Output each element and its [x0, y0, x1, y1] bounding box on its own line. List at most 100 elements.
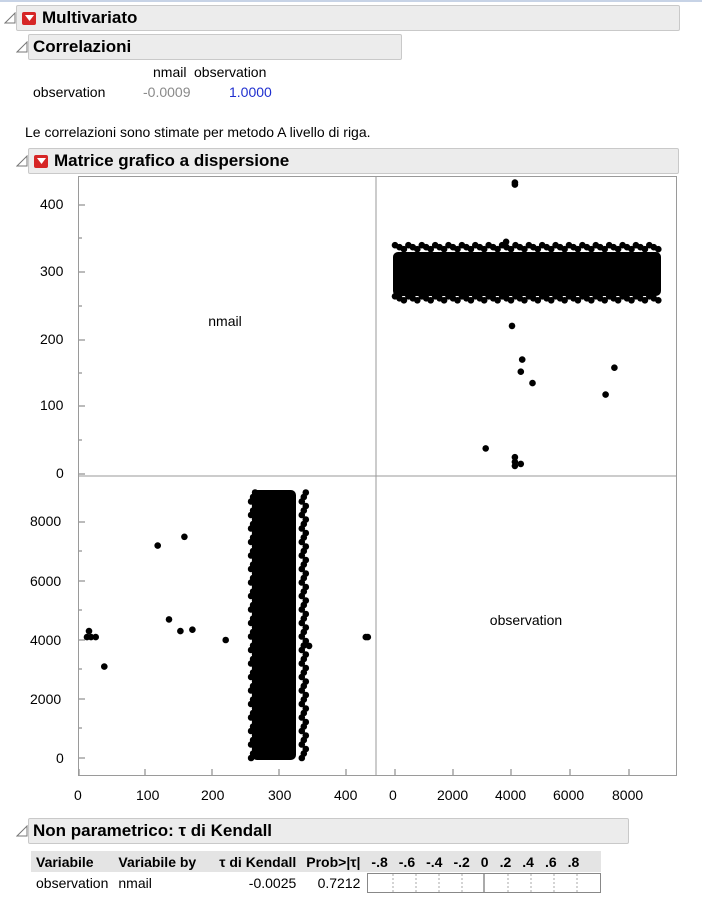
col-header-variable: Variabile — [31, 851, 114, 872]
diag-label-observation: observation — [490, 612, 562, 628]
scatter-point — [302, 718, 310, 726]
bar-scale-tick: .8 — [567, 853, 580, 870]
scatter-point — [611, 364, 618, 371]
correlations-note: Le correlazioni sono stimate per metodo … — [25, 124, 371, 140]
scatter-point — [602, 391, 609, 398]
scatter-point — [302, 732, 310, 739]
scatter-points-bottom — [83, 489, 372, 762]
scatter-point — [655, 297, 662, 304]
scatter-matrix-plot[interactable]: nmail observation — [78, 176, 677, 776]
scatter-point — [547, 245, 555, 253]
scatter-point — [561, 245, 568, 253]
scatter-point — [302, 583, 310, 591]
scatter-point — [251, 745, 259, 753]
bar-scale-tick: -.2 — [453, 853, 470, 870]
scatter-point — [467, 297, 475, 304]
cell-variable-by: nmail — [118, 874, 152, 891]
scatter-point — [482, 445, 490, 452]
scatter-point — [628, 245, 635, 253]
y-tick-top: 200 — [40, 331, 64, 347]
x-tick-left: 200 — [201, 787, 225, 803]
scatter-point — [302, 705, 310, 712]
correlations-header[interactable]: Correlazioni — [28, 34, 402, 60]
scatter-point — [467, 245, 475, 253]
red-menu-icon[interactable] — [22, 11, 36, 25]
kendall-table: Variabile Variabile by τ di Kendall Prob… — [31, 851, 602, 893]
scatter-point — [302, 529, 310, 537]
scatter-point — [251, 597, 259, 604]
scatter-point — [614, 297, 622, 304]
y-tick-top: 400 — [40, 196, 64, 212]
scatter-point — [222, 636, 229, 644]
x-tick-left: 300 — [268, 787, 292, 803]
cell-tau: -0.0025 — [248, 874, 297, 891]
red-menu-icon[interactable] — [34, 154, 48, 168]
bar-scale-tick: 0 — [480, 853, 489, 870]
x-tick-right: 8000 — [612, 787, 644, 803]
scatter-point — [655, 245, 662, 253]
scatter-point — [534, 297, 542, 304]
cell-prob: 0.7212 — [317, 874, 361, 891]
scatter-point — [494, 297, 501, 304]
scatter-point — [251, 570, 259, 577]
scatter-point — [302, 624, 310, 631]
scatter-point — [251, 543, 259, 550]
multivariate-title: Multivariato — [42, 8, 138, 27]
corr-row-label: observation — [33, 84, 106, 100]
cell-bar — [365, 872, 602, 893]
corr-col-header-nmail: nmail — [153, 64, 187, 80]
scatter-point — [92, 633, 99, 641]
corr-value-observation: 1.0000 — [229, 84, 272, 100]
scatter-point — [614, 245, 622, 253]
multivariate-header[interactable]: Multivariato — [16, 5, 680, 31]
col-header-prob: Prob>|τ| — [301, 851, 366, 872]
scatter-matrix-header[interactable]: Matrice grafico a dispersione — [28, 148, 679, 174]
scatter-point — [574, 245, 582, 253]
scatter-point — [517, 368, 525, 375]
scatter-point — [251, 489, 259, 496]
scatter-point — [529, 379, 536, 387]
x-tick-right: 0 — [389, 787, 397, 803]
scatter-point — [302, 597, 310, 604]
scatter-matrix-title: Matrice grafico a dispersione — [54, 151, 290, 170]
scatter-point — [511, 179, 519, 186]
scatter-point — [480, 297, 488, 304]
scatter-point — [364, 633, 372, 641]
x-tick-right: 2000 — [437, 787, 469, 803]
y-tick-bottom: 0 — [56, 750, 64, 766]
scatter-point — [454, 245, 461, 253]
scatter-point — [189, 626, 196, 633]
scatter-point — [251, 610, 259, 618]
y-tick-top: 300 — [40, 263, 64, 279]
bar-scale-tick: .6 — [544, 853, 557, 870]
bar-scale-tick: -.8 — [371, 853, 388, 870]
scatter-point — [601, 245, 608, 253]
scatter-point — [302, 570, 310, 577]
kendall-header[interactable]: Non parametrico: τ di Kendall — [28, 818, 629, 844]
scatter-point — [302, 691, 310, 699]
correlation-bar-chart — [367, 872, 602, 893]
scatter-point — [628, 297, 635, 304]
scatter-point — [400, 297, 408, 304]
scatter-point — [83, 633, 91, 641]
scatter-point — [251, 556, 259, 564]
scatter-point — [440, 297, 448, 304]
kendall-title: Non parametrico: τ di Kendall — [33, 821, 273, 840]
collapse-triangle-icon[interactable] — [16, 41, 28, 53]
scatter-point — [507, 245, 515, 253]
x-tick-left: 0 — [74, 787, 82, 803]
scatter-point — [511, 462, 519, 470]
scatter-point — [588, 245, 595, 253]
x-tick-left: 100 — [136, 787, 160, 803]
scatter-point — [302, 502, 310, 510]
scatter-point — [251, 678, 259, 685]
collapse-triangle-icon[interactable] — [4, 12, 16, 24]
collapse-triangle-icon[interactable] — [16, 825, 28, 837]
scatter-point — [480, 245, 488, 253]
scatter-point — [302, 651, 310, 658]
collapse-triangle-icon[interactable] — [16, 155, 28, 167]
x-tick-right: 6000 — [553, 787, 585, 803]
scatter-point — [440, 245, 448, 253]
scatter-point — [601, 297, 608, 304]
scatter-point — [427, 297, 435, 304]
